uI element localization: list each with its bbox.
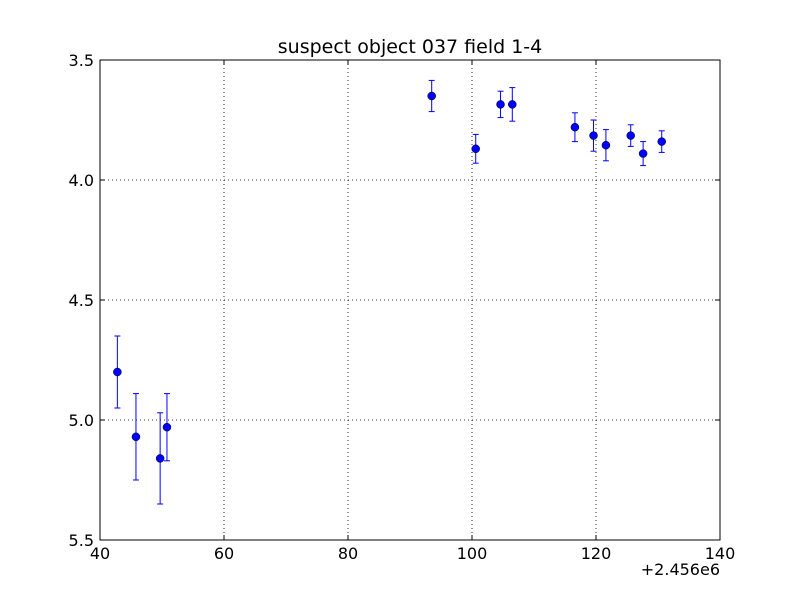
data-point bbox=[508, 87, 517, 122]
marker bbox=[427, 91, 436, 101]
data-point bbox=[626, 124, 635, 147]
marker bbox=[589, 131, 598, 140]
x-tick-label: 80 bbox=[338, 544, 358, 563]
y-tick-label: 4.0 bbox=[69, 171, 94, 190]
marker bbox=[471, 144, 480, 154]
data-point bbox=[113, 335, 122, 409]
data-point bbox=[162, 393, 172, 462]
data-points bbox=[113, 79, 666, 505]
x-tick-label: 140 bbox=[705, 544, 736, 563]
y-tick-label: 3.5 bbox=[69, 51, 94, 70]
y-tick-label: 5.5 bbox=[69, 531, 94, 550]
data-point bbox=[589, 119, 598, 152]
data-point bbox=[131, 393, 141, 481]
marker bbox=[113, 367, 122, 377]
data-point bbox=[155, 412, 165, 505]
marker bbox=[626, 131, 635, 140]
marker bbox=[508, 100, 517, 109]
x-tick-label: 60 bbox=[214, 544, 234, 563]
data-point bbox=[601, 129, 611, 162]
data-point bbox=[657, 130, 666, 153]
plot-frame bbox=[99, 59, 721, 541]
data-point bbox=[427, 79, 436, 113]
grid bbox=[100, 60, 720, 540]
y-tick-label: 4.5 bbox=[69, 291, 94, 310]
marker bbox=[638, 149, 648, 158]
marker bbox=[601, 140, 611, 150]
data-point bbox=[471, 133, 480, 164]
marker bbox=[162, 422, 172, 432]
data-point bbox=[638, 141, 648, 167]
marker bbox=[155, 454, 165, 463]
data-point bbox=[496, 90, 505, 119]
x-offset-label: +2.456e6 bbox=[641, 560, 720, 579]
chart-title: suspect object 037 field 1-4 bbox=[278, 36, 543, 58]
marker bbox=[131, 432, 141, 442]
y-tick-label: 5.0 bbox=[69, 411, 94, 430]
x-tick-label: 40 bbox=[90, 544, 110, 563]
data-point bbox=[570, 112, 580, 143]
x-tick-label: 120 bbox=[581, 544, 612, 563]
tick-labels: 40 60 80 100 120 140 3.5 4.0 4.5 5.0 5.5 bbox=[69, 51, 736, 563]
x-tick-label: 100 bbox=[457, 544, 488, 563]
marker bbox=[496, 100, 505, 109]
marker bbox=[657, 137, 666, 146]
marker bbox=[570, 122, 580, 132]
